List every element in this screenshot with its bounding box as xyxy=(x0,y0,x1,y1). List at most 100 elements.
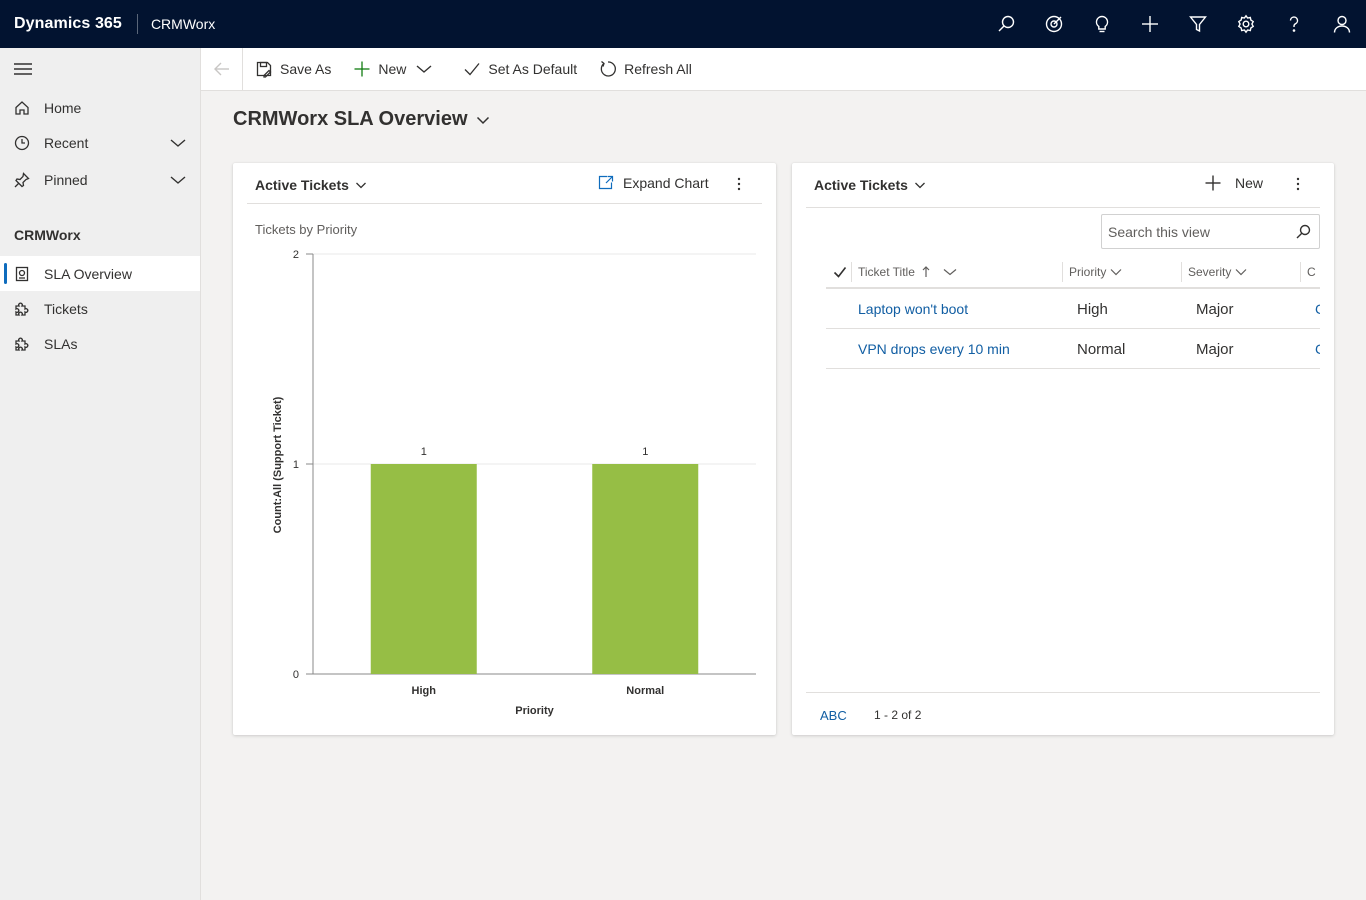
refresh-all-label: Refresh All xyxy=(624,61,692,77)
chevron-down-icon xyxy=(914,182,925,189)
x-axis-title: Priority xyxy=(515,705,554,717)
chevron-down-icon xyxy=(416,65,432,73)
ticket-title-link[interactable]: Laptop won't boot xyxy=(858,301,969,317)
y-tick-label: 0 xyxy=(293,669,299,681)
table-row[interactable]: VPN drops every 10 min Normal Major C xyxy=(826,329,1320,369)
list-new-button[interactable]: New xyxy=(1204,174,1263,192)
pin-icon xyxy=(14,171,30,188)
card-divider xyxy=(806,207,1320,208)
help-icon[interactable] xyxy=(1270,0,1318,48)
list-view-selector[interactable]: Active Tickets xyxy=(814,177,926,193)
plus-icon[interactable] xyxy=(1126,0,1174,48)
column-header-priority[interactable]: Priority xyxy=(1062,255,1180,289)
chart-title: Tickets by Priority xyxy=(255,222,358,237)
user-icon[interactable] xyxy=(1318,0,1366,48)
sidebar-item-pinned[interactable]: Pinned xyxy=(0,162,200,197)
chevron-down-icon xyxy=(355,182,366,189)
puzzle-icon xyxy=(14,301,30,317)
list-view-name: Active Tickets xyxy=(814,177,908,193)
plus-icon xyxy=(354,61,370,77)
alphabet-filter-button[interactable]: ABC xyxy=(820,708,847,723)
grid-header: Ticket Title Priority Severity C xyxy=(826,255,1320,289)
sidebar-item-label: Pinned xyxy=(44,171,88,188)
sidebar-item-home[interactable]: Home xyxy=(0,90,200,125)
chevron-down-icon xyxy=(1235,269,1247,276)
chevron-down-icon xyxy=(943,269,957,276)
bar-data-label: 1 xyxy=(642,446,648,458)
lightbulb-icon[interactable] xyxy=(1078,0,1126,48)
hamburger-menu-icon[interactable] xyxy=(14,62,34,78)
chart-view-name: Active Tickets xyxy=(255,177,349,193)
extra-cell-link[interactable]: C xyxy=(1315,329,1320,369)
more-options-icon[interactable] xyxy=(731,176,747,192)
chevron-down-icon xyxy=(1110,269,1122,276)
expand-icon xyxy=(598,175,614,190)
x-tick-label: High xyxy=(412,685,437,697)
clock-icon xyxy=(14,135,30,151)
arrow-left-icon xyxy=(213,62,229,76)
sidebar: Home Recent Pinned CRMWorx SLA Overview … xyxy=(0,48,201,900)
brand-title[interactable]: Dynamics 365 xyxy=(14,15,122,32)
new-button[interactable]: New xyxy=(353,48,439,91)
search-input[interactable] xyxy=(1102,223,1282,240)
save-as-icon xyxy=(256,61,272,78)
sidebar-item-label: Home xyxy=(44,99,82,116)
column-header-severity[interactable]: Severity xyxy=(1181,255,1299,289)
priority-cell: High xyxy=(1077,300,1108,318)
refresh-icon xyxy=(600,60,617,77)
select-all-checkmark-icon[interactable] xyxy=(833,265,847,279)
more-options-icon[interactable] xyxy=(1290,176,1306,192)
y-tick-label: 1 xyxy=(293,459,299,471)
new-label: New xyxy=(378,61,407,77)
bar-data-label: 1 xyxy=(421,446,427,458)
sidebar-item-tickets[interactable]: Tickets xyxy=(0,291,200,326)
expand-chart-button[interactable]: Expand Chart xyxy=(597,174,709,192)
column-header-label: Ticket Title xyxy=(858,265,915,279)
chart-card: Active Tickets Expand Chart Tickets by P… xyxy=(233,163,776,735)
search-icon[interactable] xyxy=(1295,224,1311,240)
back-button[interactable] xyxy=(201,47,243,91)
column-separator xyxy=(1062,262,1063,282)
target-icon[interactable] xyxy=(1030,0,1078,48)
page-title[interactable]: CRMWorx SLA Overview xyxy=(233,108,490,131)
command-bar: Save As New Set As Default Refresh All xyxy=(201,47,1366,91)
sidebar-item-recent[interactable]: Recent xyxy=(0,125,200,160)
y-tick-label: 2 xyxy=(293,249,299,261)
set-as-default-label: Set As Default xyxy=(488,61,578,77)
column-header-ticket-title[interactable]: Ticket Title xyxy=(851,255,1061,289)
gear-icon[interactable] xyxy=(1222,0,1270,48)
refresh-all-button[interactable]: Refresh All xyxy=(599,48,692,91)
chart-view-selector[interactable]: Active Tickets xyxy=(255,177,367,193)
chevron-down-icon xyxy=(476,116,489,124)
app-name[interactable]: CRMWorx xyxy=(150,16,216,32)
sidebar-item-label: SLA Overview xyxy=(44,265,132,282)
list-card: Active Tickets New Ticket Title Priority… xyxy=(792,163,1334,735)
ticket-title-link[interactable]: VPN drops every 10 min xyxy=(858,341,1010,357)
priority-cell: Normal xyxy=(1077,340,1126,358)
sidebar-section-title: CRMWorx xyxy=(14,227,81,243)
search-box xyxy=(1101,214,1320,249)
sort-ascending-icon xyxy=(922,266,930,277)
search-icon[interactable] xyxy=(982,0,1030,48)
column-header-extra[interactable]: C xyxy=(1300,255,1320,289)
extra-cell-link[interactable]: C xyxy=(1315,289,1320,329)
sidebar-item-slas[interactable]: SLAs xyxy=(0,326,200,361)
sidebar-item-label: Tickets xyxy=(44,300,88,317)
filter-icon[interactable] xyxy=(1174,0,1222,48)
save-as-button[interactable]: Save As xyxy=(255,48,331,91)
set-as-default-button[interactable]: Set As Default xyxy=(463,48,577,91)
save-as-label: Save As xyxy=(280,61,332,77)
column-separator xyxy=(1300,262,1301,282)
card-divider xyxy=(247,203,762,204)
table-row[interactable]: Laptop won't boot High Major C xyxy=(826,289,1320,329)
footer-divider xyxy=(806,692,1320,693)
top-bar: Dynamics 365 CRMWorx xyxy=(0,0,1366,48)
expand-chart-label: Expand Chart xyxy=(623,175,709,191)
page-title-text: CRMWorx SLA Overview xyxy=(233,108,468,130)
sidebar-item-sla-overview[interactable]: SLA Overview xyxy=(0,256,200,291)
list-new-label: New xyxy=(1235,175,1264,191)
bar xyxy=(370,464,477,674)
chevron-down-icon[interactable] xyxy=(170,135,186,151)
x-tick-label: Normal xyxy=(626,685,664,697)
chevron-down-icon[interactable] xyxy=(170,172,186,188)
